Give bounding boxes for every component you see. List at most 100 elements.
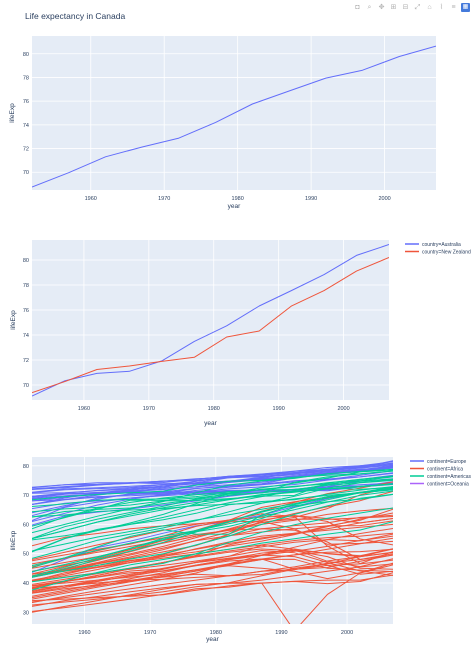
x-tick-label: 1980 — [232, 196, 244, 202]
camera-icon[interactable]: ◘ — [355, 4, 360, 11]
series-line[interactable] — [32, 472, 393, 522]
x-axis-title: year — [204, 420, 217, 427]
y-tick-label: 50 — [23, 552, 29, 558]
series-line[interactable] — [32, 489, 393, 518]
series-line[interactable] — [32, 257, 389, 394]
y-tick-label: 76 — [23, 99, 29, 105]
series-line[interactable] — [32, 528, 393, 565]
y-tick-label: 78 — [23, 75, 29, 81]
legend-label[interactable]: country=New Zealand — [422, 250, 471, 256]
series-line[interactable] — [32, 482, 393, 505]
series-line[interactable] — [32, 548, 393, 585]
x-tick-label: 1980 — [210, 630, 222, 636]
series-line[interactable] — [32, 489, 393, 568]
legend-label[interactable]: continent=Americas — [427, 474, 472, 480]
zoom-in-icon[interactable]: ⊞ — [390, 4, 397, 11]
y-axis-title: lifeExp — [9, 103, 16, 123]
chart-2: 1960 1970 1980 1990 2000 70 72 74 76 78 80 year life… — [10, 240, 471, 427]
series-line[interactable] — [32, 548, 393, 599]
y-tick-label: 60 — [23, 522, 29, 528]
y-tick-label: 72 — [23, 358, 29, 364]
series-line[interactable] — [32, 490, 393, 573]
series-line[interactable] — [32, 463, 393, 505]
series-line[interactable] — [32, 559, 393, 606]
plotly-logo-icon[interactable]: ▦ — [461, 3, 470, 12]
traces — [32, 460, 393, 624]
series-line[interactable] — [32, 479, 393, 559]
series-line[interactable] — [32, 475, 393, 507]
x-tick-label: 1960 — [78, 406, 90, 412]
traces — [32, 45, 436, 188]
series-line[interactable] — [32, 472, 393, 517]
x-tick-label: 2000 — [378, 196, 390, 202]
legend: continent=Europecontinent=Africacontinen… — [410, 459, 472, 488]
series-line[interactable] — [32, 515, 393, 572]
series-line[interactable] — [32, 467, 393, 497]
series-line[interactable] — [32, 486, 393, 553]
series-line[interactable] — [32, 488, 393, 567]
y-tick-label: 70 — [23, 383, 29, 389]
chart-3: 1960 1970 1980 1990 2000 30 40 50 60 70 80 year life… — [10, 457, 472, 643]
spike-lines-icon[interactable]: ⌇ — [439, 4, 444, 11]
y-tick-label: 74 — [23, 123, 29, 129]
series-line[interactable] — [32, 493, 393, 578]
x-tick-label: 1990 — [275, 630, 287, 636]
series-line[interactable] — [32, 478, 393, 539]
reset-icon[interactable]: ⌂ — [427, 4, 432, 11]
series-line[interactable] — [32, 465, 393, 490]
y-tick-label: 72 — [23, 147, 29, 153]
x-axis-title: year — [228, 203, 241, 210]
series-line[interactable] — [32, 558, 393, 600]
y-tick-label: 80 — [23, 258, 29, 264]
series-line[interactable] — [32, 45, 436, 188]
zoom-out-icon[interactable]: ⊟ — [402, 4, 409, 11]
series-line[interactable] — [32, 244, 389, 397]
x-tick-label: 1970 — [144, 630, 156, 636]
series-line[interactable] — [32, 554, 393, 593]
series-line[interactable] — [32, 483, 393, 540]
series-line[interactable] — [32, 468, 393, 534]
series-line[interactable] — [32, 521, 393, 591]
y-tick-label: 80 — [23, 464, 29, 470]
series-line[interactable] — [32, 513, 393, 565]
y-tick-label: 80 — [23, 52, 29, 58]
y-tick-label: 40 — [23, 581, 29, 587]
page-title: Life expectancy in Canada — [25, 11, 126, 21]
legend-label[interactable]: country=Australia — [422, 242, 461, 248]
series-line[interactable] — [32, 515, 393, 560]
series-line[interactable] — [32, 551, 393, 603]
y-tick-label: 78 — [23, 283, 29, 289]
compare-icon[interactable]: ≡ — [451, 4, 456, 11]
x-tick-label: 1990 — [305, 196, 317, 202]
legend-label[interactable]: continent=Africa — [427, 467, 463, 473]
x-tick-label: 1990 — [273, 406, 285, 412]
plot-area[interactable] — [32, 240, 389, 400]
zoom-icon[interactable]: ⌕ — [367, 4, 372, 11]
legend-label[interactable]: continent=Europe — [427, 459, 467, 465]
modebar: ◘ ⌕ ✥ ⊞ ⊟ ⤢ ⌂ ⌇ ≡ ▦ — [353, 3, 470, 12]
x-tick-label: 2000 — [337, 406, 349, 412]
legend-label[interactable]: continent=Oceania — [427, 482, 469, 488]
y-tick-label: 76 — [23, 308, 29, 314]
chart-1: 1960 1970 1980 1990 2000 70 72 74 76 78 80 year life… — [9, 36, 436, 210]
y-tick-label: 70 — [23, 493, 29, 499]
x-tick-label: 2000 — [341, 630, 353, 636]
traces — [32, 244, 389, 397]
series-line[interactable] — [32, 572, 393, 602]
y-tick-label: 74 — [23, 333, 29, 339]
series-line[interactable] — [32, 528, 393, 604]
series-line[interactable] — [32, 563, 393, 607]
series-line[interactable] — [32, 486, 393, 577]
x-tick-label: 1970 — [143, 406, 155, 412]
x-tick-label: 1970 — [158, 196, 170, 202]
autoscale-icon[interactable]: ⤢ — [414, 4, 421, 11]
y-tick-label: 70 — [23, 170, 29, 176]
y-axis-title: lifeExp — [10, 310, 17, 330]
series-line[interactable] — [32, 470, 393, 501]
x-axis-title: year — [206, 636, 219, 643]
series-line[interactable] — [32, 554, 393, 590]
pan-icon[interactable]: ✥ — [378, 4, 385, 11]
x-tick-label: 1960 — [78, 630, 90, 636]
y-axis-title: lifeExp — [10, 530, 17, 550]
